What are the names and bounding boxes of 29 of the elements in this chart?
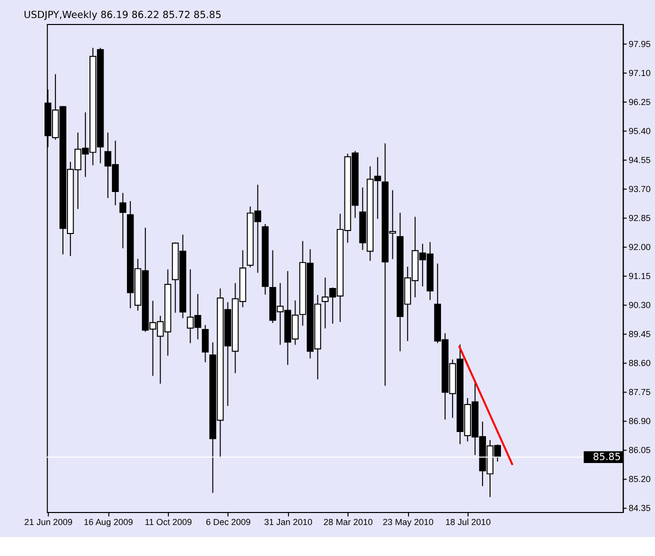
x-tick-label: 11 Oct 2009 xyxy=(144,517,192,528)
candlestick xyxy=(202,324,209,363)
x-tick-label: 6 Dec 2009 xyxy=(206,517,251,528)
candlestick xyxy=(119,192,126,249)
x-tick-label: 21 Jun 2009 xyxy=(24,517,73,528)
y-tick-label: 86.05 xyxy=(628,445,651,456)
x-tick-label: 23 May 2010 xyxy=(382,517,434,528)
y-tick-label: 91.15 xyxy=(628,271,651,282)
y-tick-label: 86.90 xyxy=(628,416,651,426)
x-tick-label: 18 Jul 2010 xyxy=(445,517,491,528)
y-tick-label: 85.20 xyxy=(628,474,651,484)
x-tick-label: 16 Aug 2009 xyxy=(84,517,134,528)
y-tick-label: 90.30 xyxy=(628,300,651,310)
ref-line-label: 85.85 xyxy=(592,452,621,464)
x-tick-label: 31 Jan 2010 xyxy=(264,517,312,528)
x-tick-label: 28 Mar 2010 xyxy=(324,517,373,528)
y-tick-label: 92.00 xyxy=(628,242,651,252)
y-tick-label: 89.45 xyxy=(628,329,651,340)
y-tick-label: 84.35 xyxy=(628,503,651,514)
y-tick-label: 97.95 xyxy=(628,39,651,50)
y-tick-label: 97.10 xyxy=(628,68,651,78)
y-tick-label: 88.60 xyxy=(628,358,651,368)
y-tick-label: 93.70 xyxy=(628,184,651,194)
y-tick-label: 87.75 xyxy=(628,387,651,398)
y-tick-label: 94.55 xyxy=(628,155,651,166)
chart-title: USDJPY,Weekly 86.19 86.22 85.72 85.85 xyxy=(24,10,222,22)
y-tick-label: 96.25 xyxy=(628,97,651,108)
y-tick-label: 92.85 xyxy=(628,213,651,224)
y-tick-label: 95.40 xyxy=(628,126,651,136)
